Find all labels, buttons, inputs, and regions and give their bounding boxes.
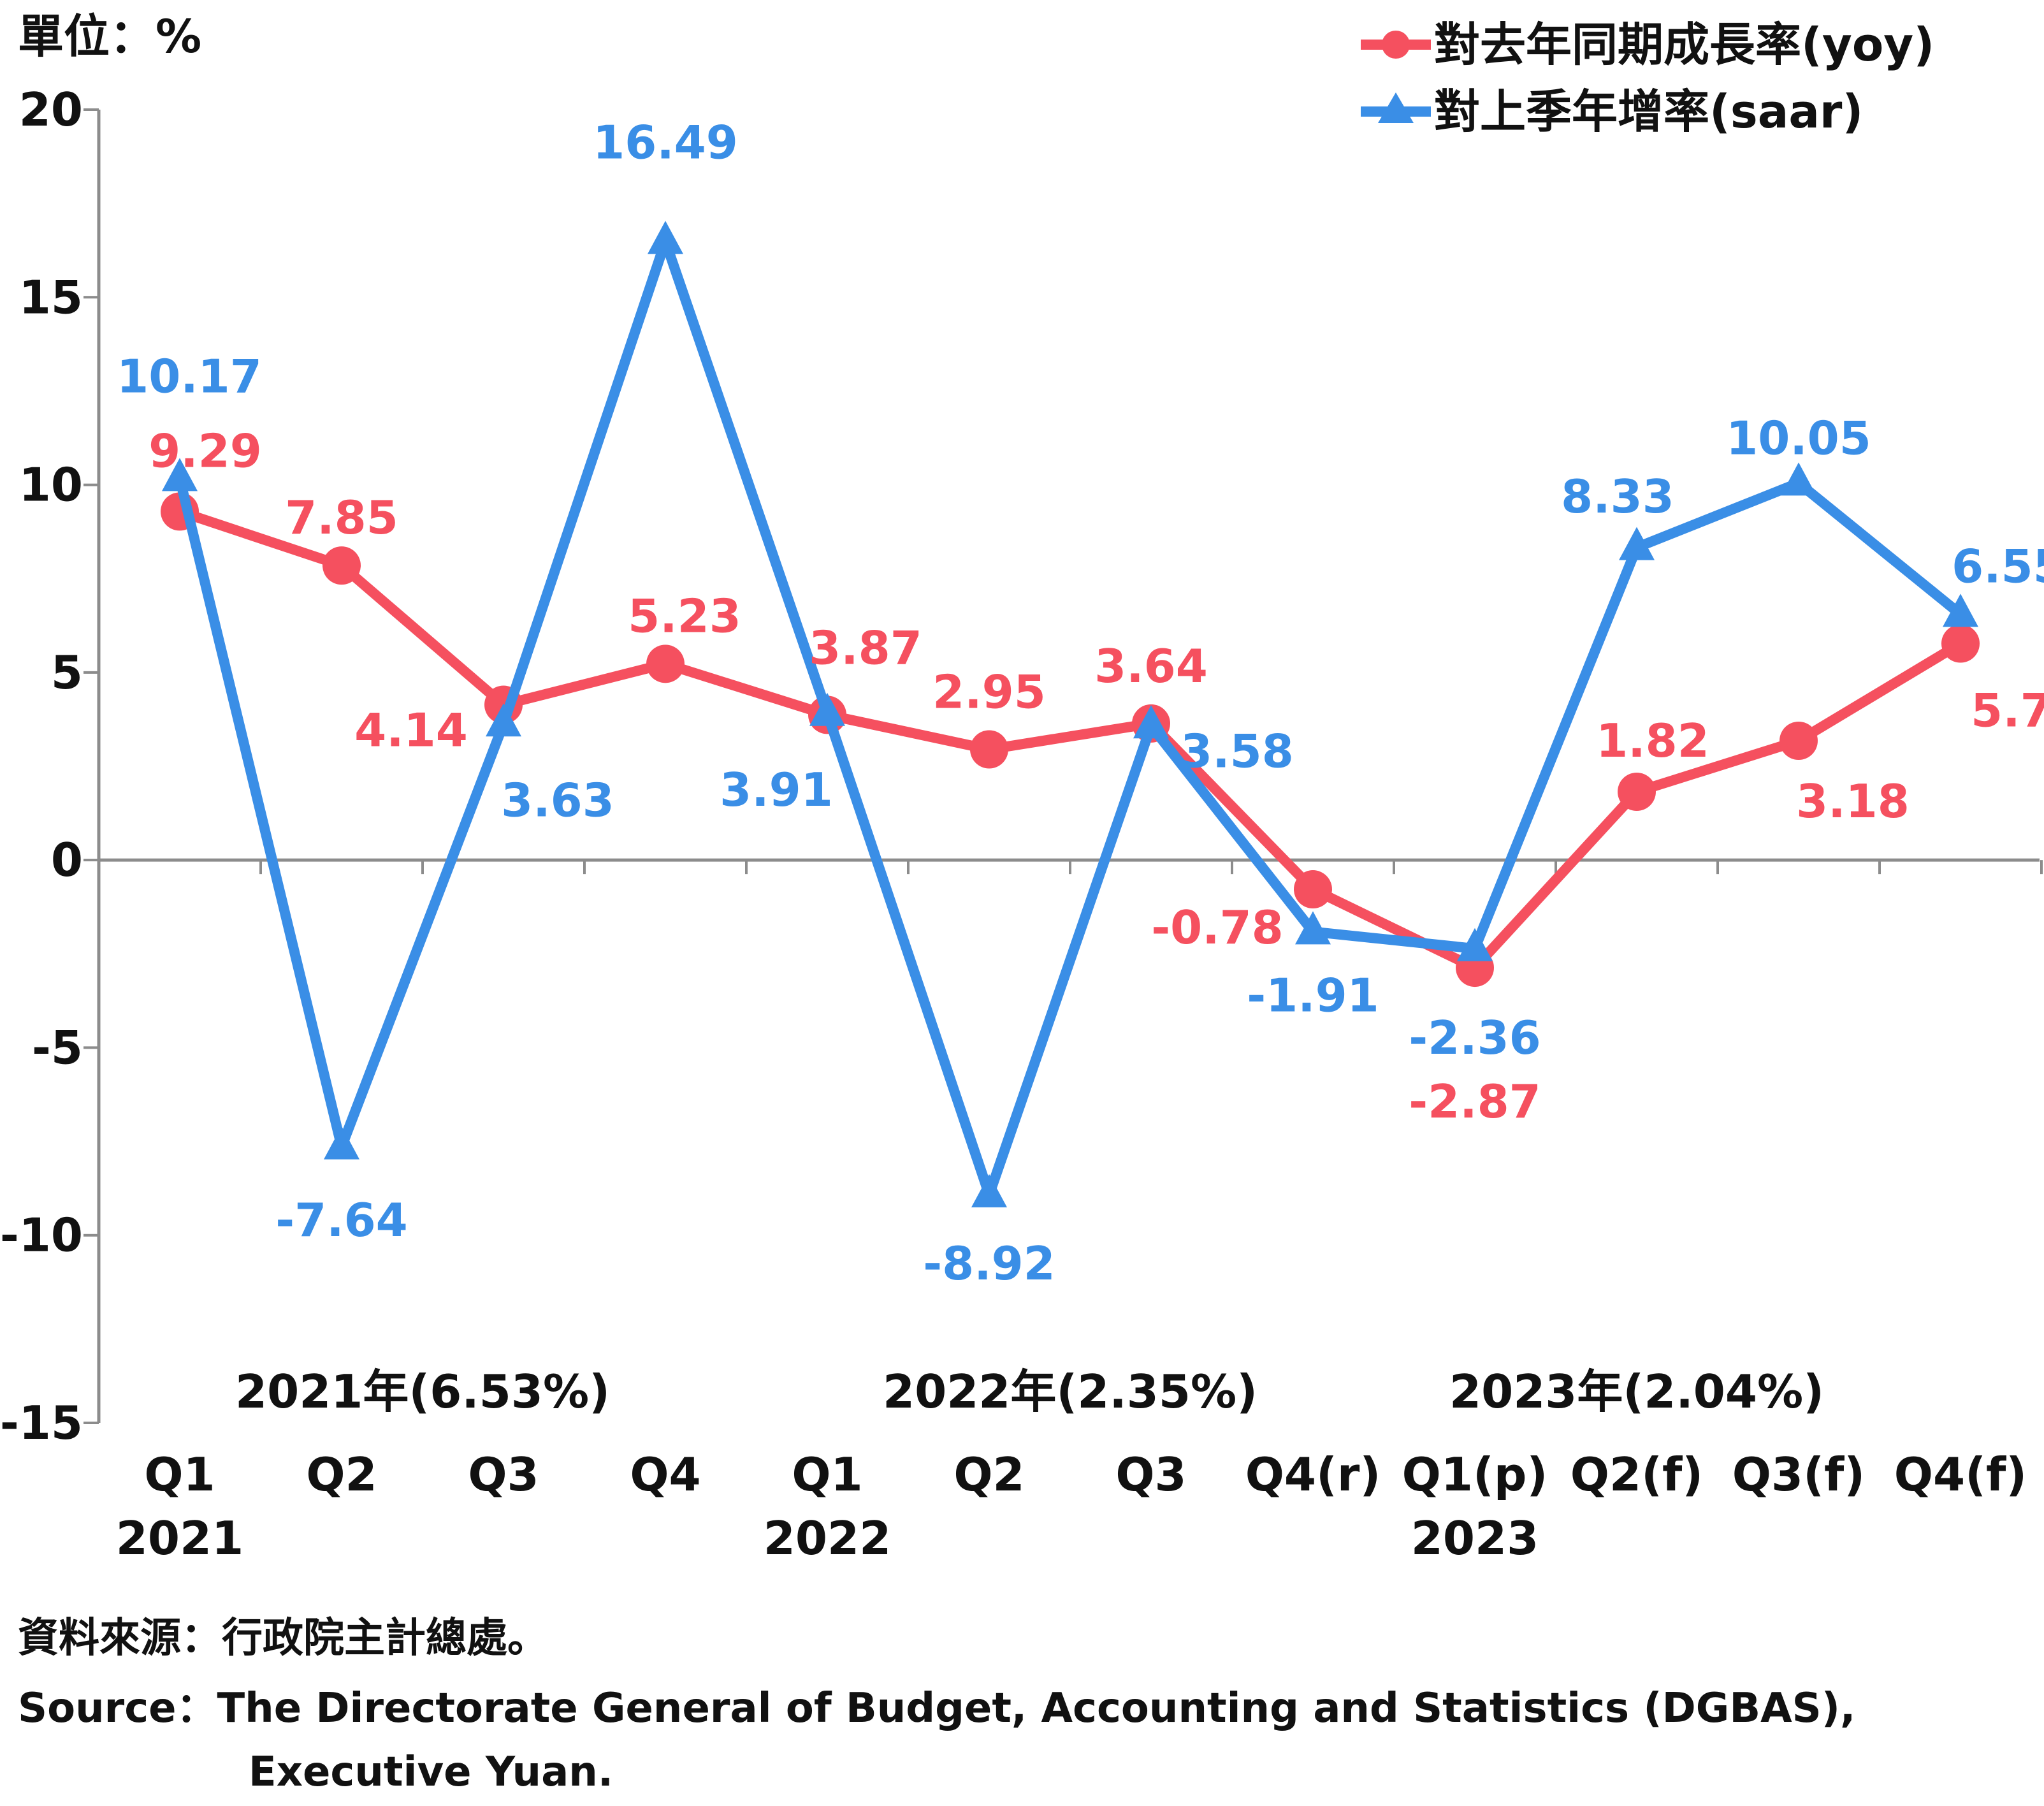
source-line-en: Source：The Directorate General of Budget… xyxy=(18,1685,1856,1732)
x-tick-label: Q2(f) xyxy=(1570,1448,1703,1501)
y-tick-label: -5 xyxy=(32,1021,83,1074)
yoy-data-label: 1.82 xyxy=(1596,714,1709,768)
y-tick-label: 15 xyxy=(19,270,83,324)
saar-data-label: 3.91 xyxy=(720,763,833,817)
x-tick-label: Q4(f) xyxy=(1894,1448,2027,1501)
saar-data-label: -2.36 xyxy=(1409,1011,1541,1065)
source-line-en-2: Executive Yuan. xyxy=(249,1749,614,1796)
saar-point xyxy=(1457,928,1493,961)
x-tick-label: Q1 xyxy=(144,1448,215,1501)
yoy-point xyxy=(1779,721,1818,760)
saar-point xyxy=(809,692,845,726)
saar-point xyxy=(1943,594,1978,627)
yoy-point xyxy=(1618,773,1656,812)
annual-growth-label: 2023年(2.04%) xyxy=(1449,1365,1824,1418)
saar-point xyxy=(324,1126,359,1160)
x-tick-label: Q1 xyxy=(792,1448,862,1501)
series-saar xyxy=(162,221,1978,1207)
y-tick-label: -10 xyxy=(0,1209,83,1262)
saar-point xyxy=(648,221,683,254)
chart-legend: 對去年同期成長率(yoy) 對上季年增率(saar) xyxy=(1361,18,1934,138)
yoy-data-label: 3.87 xyxy=(809,621,922,674)
saar-data-label: -8.92 xyxy=(923,1237,1055,1290)
yoy-point xyxy=(1941,624,1980,663)
yoy-point xyxy=(646,644,685,683)
saar-data-label: 6.55 xyxy=(1952,540,2044,594)
y-tick-label: -15 xyxy=(0,1396,83,1450)
y-tick-label: 10 xyxy=(19,458,83,512)
yoy-data-label: 3.18 xyxy=(1796,775,1910,828)
saar-data-label: 8.33 xyxy=(1561,470,1674,523)
yoy-point xyxy=(970,730,1008,769)
year-label: 2022 xyxy=(764,1511,891,1565)
saar-point xyxy=(162,458,198,492)
yoy-point xyxy=(323,546,361,585)
yoy-point xyxy=(1294,870,1332,909)
x-tick-label: Q2 xyxy=(953,1448,1024,1501)
saar-point xyxy=(1619,527,1655,560)
saar-data-label: 3.58 xyxy=(1180,724,1294,778)
saar-data-label: -7.64 xyxy=(275,1193,408,1247)
y-tick-label: 20 xyxy=(19,83,83,136)
yoy-data-label: -0.78 xyxy=(1151,901,1284,954)
saar-data-label: 10.05 xyxy=(1726,412,1871,465)
year-label: 2021 xyxy=(116,1511,243,1565)
x-tick-label: Q2 xyxy=(306,1448,377,1501)
saar-data-label: -1.91 xyxy=(1247,969,1379,1023)
legend-marker xyxy=(1378,92,1414,123)
y-axis-ticks: 20 15 10 5 0 -5 -10 -15 xyxy=(0,83,99,1450)
x-tick-label: Q4 xyxy=(630,1448,700,1501)
saar-point xyxy=(1295,911,1331,945)
yoy-data-label: -2.87 xyxy=(1409,1075,1541,1128)
saar-data-label: 3.63 xyxy=(501,773,614,827)
annual-growth-label: 2021年(6.53%) xyxy=(235,1365,610,1418)
chart-axes xyxy=(97,110,2043,1423)
yoy-data-label: 7.85 xyxy=(285,491,398,544)
yoy-data-label: 2.95 xyxy=(932,666,1046,719)
saar-point xyxy=(971,1174,1007,1207)
x-tick-label: Q4(r) xyxy=(1245,1448,1381,1501)
line-chart: 單位：% 對去年同期成長率(yoy) 對上季年增率(saar) 20 15 10 5 0 -… xyxy=(0,10,2044,1565)
x-tick-label: Q3 xyxy=(468,1448,539,1501)
data-labels: 9.29 7.85 4.14 5.23 3.872.95 3.64 -0.78 -2.87 1.… xyxy=(117,116,2044,1291)
annual-growth-label: 2022年(2.35%) xyxy=(883,1365,1258,1418)
x-tick-label: Q3(f) xyxy=(1732,1448,1865,1501)
annual-growth-labels: 2021年(6.53%) 2022年(2.35%) 2023年(2.04%) xyxy=(235,1365,1824,1418)
unit-label: 單位：% xyxy=(18,10,201,63)
saar-point xyxy=(1133,705,1169,739)
y-tick-label: 5 xyxy=(51,646,83,699)
series-line-saar xyxy=(175,236,1964,1200)
legend-label: 對上季年增率(saar) xyxy=(1434,85,1863,138)
x-tick-label: Q3 xyxy=(1115,1448,1186,1501)
saar-data-label: 16.49 xyxy=(593,116,738,170)
saar-data-label: 10.17 xyxy=(117,350,262,404)
source-line-zh: 資料來源：行政院主計總處。 xyxy=(18,1615,548,1662)
saar-point xyxy=(486,703,521,737)
yoy-data-label: 4.14 xyxy=(354,703,468,757)
yoy-data-label: 5.23 xyxy=(628,589,741,643)
yoy-data-label: 9.29 xyxy=(149,424,262,477)
x-axis-categories: Q1 Q2 Q3 Q4 Q1 Q2 Q3 Q4(r) Q1(p) Q2(f) Q3(f) Q4(f) 2… xyxy=(116,1448,2027,1565)
y-tick-label: 0 xyxy=(51,833,83,887)
saar-point xyxy=(1781,462,1816,496)
legend-marker xyxy=(1382,31,1410,59)
year-label: 2023 xyxy=(1411,1511,1539,1565)
series-line-yoy xyxy=(178,506,1964,973)
yoy-data-label: 5.77 xyxy=(1971,684,2044,738)
yoy-data-label: 3.64 xyxy=(1094,639,1208,693)
legend-label: 對去年同期成長率(yoy) xyxy=(1434,18,1934,71)
x-tick-label: Q1(p) xyxy=(1402,1448,1548,1501)
